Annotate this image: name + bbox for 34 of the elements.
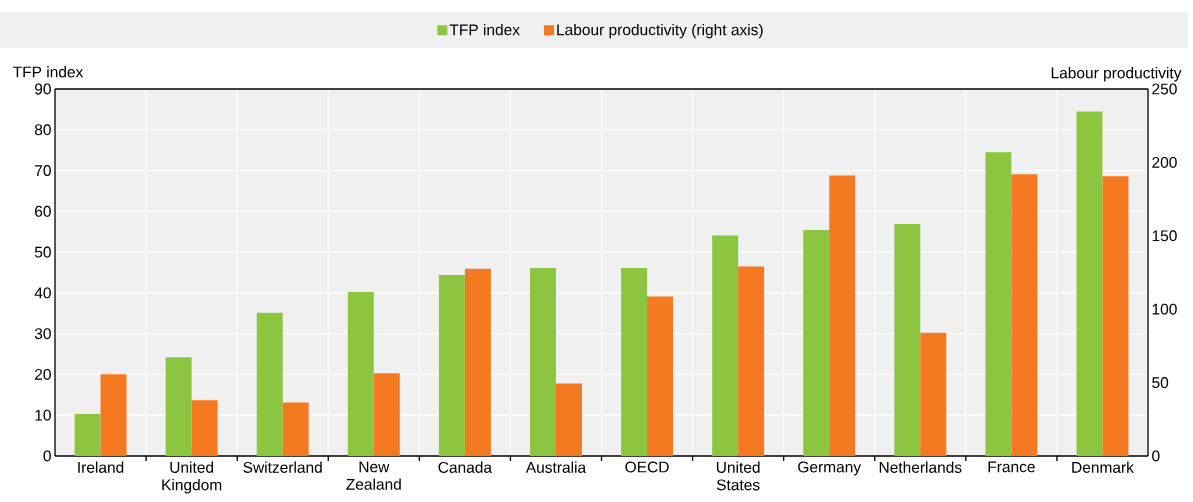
x-tick-label: Australia	[525, 461, 587, 473]
x-tick-label: Switzerland	[243, 461, 322, 473]
y-tick-label: 20	[35, 368, 51, 380]
y2-axis-title: Labour productivity	[1051, 67, 1182, 82]
y-tick-label: 30	[34, 328, 51, 340]
x-tick-label: New Zealand	[346, 461, 401, 490]
y2-tick-label: 0	[1152, 450, 1160, 462]
y-tick-label: 40	[34, 287, 51, 299]
x-tick-label: Germany	[798, 461, 862, 476]
y-tick-label: 70	[35, 165, 51, 177]
y2-tick-label: 150	[1152, 230, 1177, 242]
y-tick-label: 60	[35, 205, 51, 217]
x-tick-label: France	[988, 461, 1035, 473]
x-tick-label: Netherlands	[879, 461, 962, 473]
bar	[530, 268, 556, 456]
x-tick-label: Canada	[438, 461, 493, 473]
x-tick-label: Denmark	[1072, 461, 1134, 473]
legend-label: TFP index	[449, 23, 520, 36]
y-tick-label: 10	[35, 409, 51, 421]
y-tick-label: 90	[34, 83, 51, 95]
y2-tick-label: 250	[1152, 83, 1177, 95]
y-tick-label: 80	[34, 124, 51, 136]
y2-tick-label: 100	[1152, 303, 1177, 315]
y2-tick-label: 200	[1152, 156, 1177, 168]
legend-label: Labour productivity (right axis)	[557, 23, 763, 39]
y-axis-title: TFP index	[13, 66, 84, 78]
x-tick-label: OECD	[625, 461, 669, 473]
y2-tick-label: 50	[1152, 377, 1169, 389]
x-tick-label: Ireland	[78, 461, 124, 473]
bar	[256, 312, 283, 456]
y-tick-label: 0	[43, 450, 51, 462]
x-tick-label: United Kingdom	[162, 461, 222, 494]
y-tick-label: 50	[34, 246, 51, 258]
x-tick-label: United States	[716, 461, 760, 491]
